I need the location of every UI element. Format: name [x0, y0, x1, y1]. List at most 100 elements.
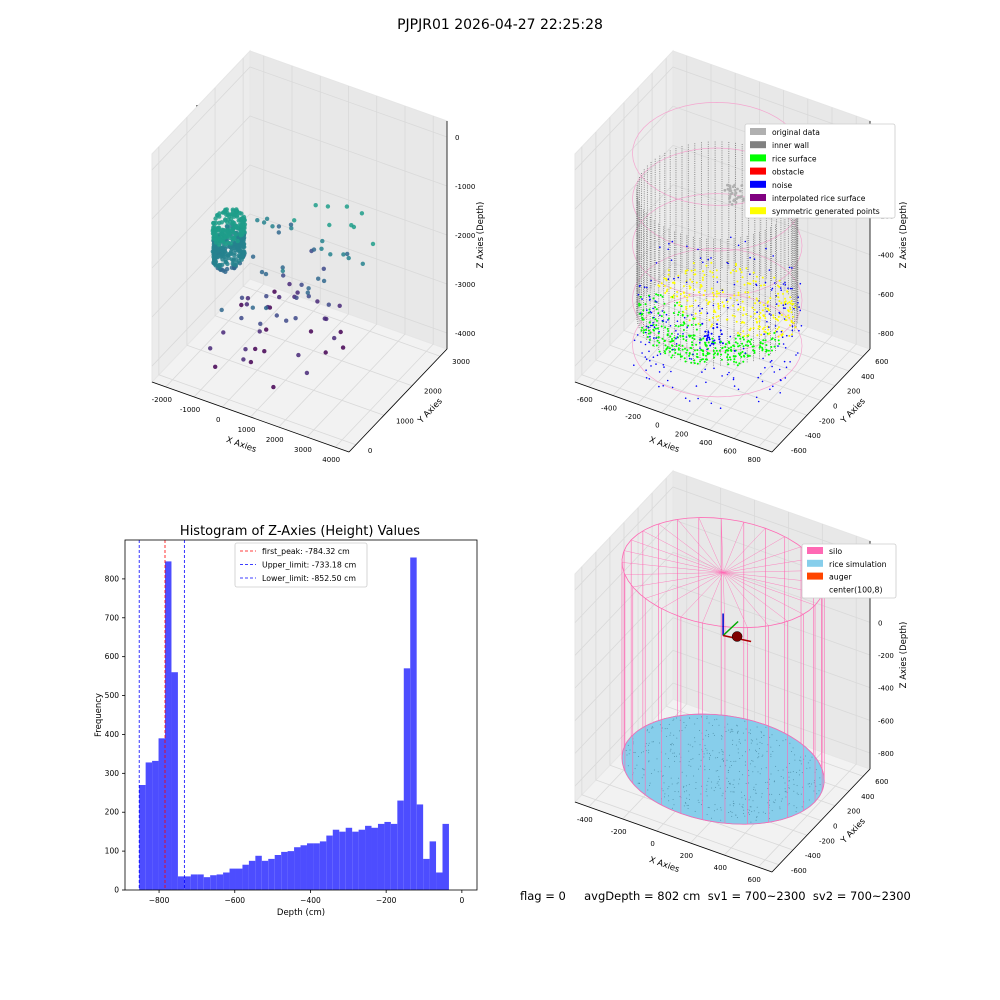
rice-simulation-point	[749, 729, 751, 731]
noise-point	[675, 343, 678, 345]
classified-point	[760, 284, 762, 287]
y-gridline	[242, 58, 441, 357]
classified-point	[685, 351, 688, 354]
rice-simulation-point	[762, 811, 764, 813]
classified-point	[753, 312, 756, 315]
x-tick-label: 0	[459, 896, 464, 905]
rice-simulation-point	[793, 805, 795, 807]
classified-point	[691, 343, 694, 346]
y-gridline	[581, 146, 779, 446]
rice-simulation-point	[733, 791, 735, 793]
rice-simulation-point	[770, 746, 772, 748]
classified-point	[668, 347, 671, 350]
rice-simulation-point	[755, 751, 757, 752]
noise-point	[650, 365, 652, 367]
classified-point	[680, 305, 683, 308]
classified-point	[712, 275, 715, 278]
noise-point	[670, 259, 673, 262]
classified-point	[691, 341, 693, 344]
noise-point	[768, 326, 770, 328]
noise-point	[791, 335, 793, 338]
legend-label: auger	[829, 573, 852, 582]
classified-point	[719, 340, 722, 343]
rice-simulation-point	[715, 786, 717, 788]
classified-point	[644, 303, 647, 306]
data-point	[288, 222, 294, 227]
noise-point	[675, 337, 677, 340]
rice-simulation-point	[741, 806, 743, 807]
histogram-bar	[410, 557, 417, 890]
histogram-bar	[442, 823, 449, 890]
rice-simulation-point	[647, 789, 649, 791]
rice-simulation-point	[685, 775, 687, 777]
rice-simulation-point	[798, 774, 800, 776]
classified-point	[729, 358, 732, 361]
noise-point	[737, 388, 740, 391]
classified-point	[657, 336, 660, 339]
rice-simulation-point	[722, 792, 724, 794]
x-tick-label: 0	[216, 416, 220, 424]
noise-point	[669, 325, 672, 327]
rice-simulation-point	[703, 753, 705, 755]
rice-simulation-point	[785, 796, 787, 798]
classified-point	[749, 343, 752, 346]
classified-point	[661, 337, 664, 340]
legend-box	[234, 542, 368, 588]
rice-simulation-point	[755, 819, 757, 821]
classified-point	[730, 350, 733, 352]
rice-simulation-point	[666, 735, 668, 737]
classified-point	[773, 332, 776, 334]
classified-point	[652, 297, 655, 300]
classified-point	[788, 316, 791, 319]
noise-point	[787, 287, 789, 290]
classified-point	[739, 352, 742, 355]
histogram-bar	[403, 668, 411, 890]
classified-point	[684, 272, 687, 275]
x-tick-label: 3000	[294, 446, 312, 454]
rice-simulation-point	[722, 753, 724, 755]
classified-point	[694, 312, 697, 315]
y-tick-label: 0	[114, 886, 119, 895]
classified-point	[716, 292, 719, 295]
y-tick-label: 2000	[424, 388, 442, 396]
rice-simulation-point	[719, 778, 720, 780]
classified-point	[704, 343, 707, 346]
rice-simulation-point	[813, 790, 815, 792]
classified-point	[691, 304, 694, 307]
histogram-bar	[177, 876, 185, 890]
rice-simulation-point	[732, 805, 734, 807]
rice-simulation-point	[641, 768, 643, 770]
noise-point	[671, 240, 674, 243]
rice-simulation-point	[772, 801, 774, 803]
classified-point	[758, 325, 761, 328]
silo-roof-line	[621, 562, 724, 573]
rice-simulation-point	[792, 747, 794, 749]
rice-simulation-point	[708, 722, 710, 724]
rice-simulation-point	[671, 807, 673, 809]
rice-simulation-point	[753, 810, 755, 812]
classified-point	[711, 271, 714, 274]
noise-point	[784, 347, 787, 349]
rice-simulation-point	[694, 810, 696, 812]
classify-3d-plot: -600-400-2000200400600800-600-400-200020…	[574, 49, 909, 464]
classified-point	[788, 301, 791, 304]
classified-point	[666, 334, 669, 337]
noise-point	[659, 353, 662, 355]
classified-point	[732, 355, 735, 358]
rice-simulation-point	[689, 744, 691, 746]
rice-simulation-point	[727, 771, 729, 773]
rice-simulation-point	[701, 716, 702, 718]
rice-simulation-point	[642, 751, 644, 753]
noise-point	[655, 262, 658, 264]
classified-point	[777, 326, 780, 329]
classified-point	[688, 352, 691, 355]
classified-point	[751, 306, 754, 309]
rice-simulation-point	[741, 797, 743, 799]
noise-point	[761, 380, 764, 383]
x-tick-label: −200	[376, 896, 397, 905]
classified-point	[708, 352, 711, 355]
rice-simulation-point	[633, 752, 635, 753]
silo-roof-line	[722, 572, 769, 626]
rice-simulation-point	[756, 743, 758, 745]
rice-simulation-point	[792, 771, 794, 773]
